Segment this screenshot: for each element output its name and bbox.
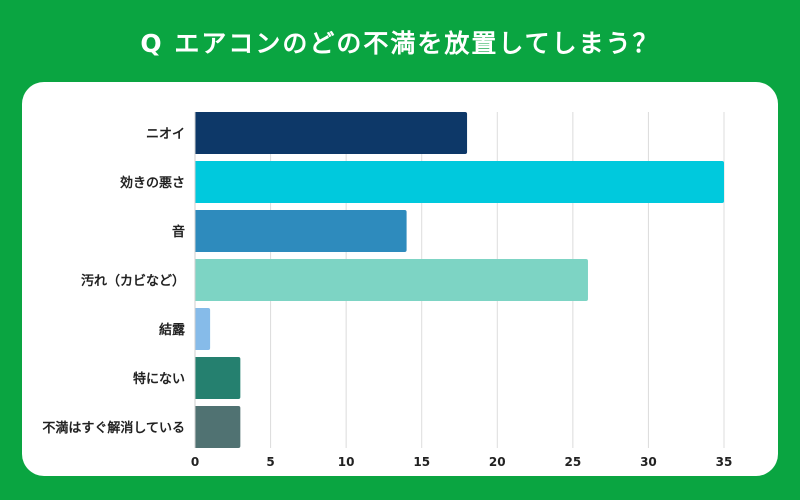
category-label: 汚れ（カビなど）: [81, 273, 185, 289]
page-title: Q エアコンのどの不満を放置してしまう？: [140, 29, 660, 58]
x-tick-label: 10: [338, 455, 355, 469]
bar: [195, 210, 407, 252]
bar: [195, 259, 588, 301]
category-label: 効きの悪さ: [120, 175, 185, 191]
x-tick-label: 0: [191, 455, 199, 469]
x-tick-label: 25: [565, 455, 582, 469]
bar: [195, 357, 241, 399]
category-label: 音: [172, 224, 185, 240]
x-tick-label: 35: [716, 455, 733, 469]
category-label: 不満はすぐ解消している: [42, 420, 185, 436]
x-tick-label: 5: [266, 455, 274, 469]
bar: [195, 406, 241, 448]
category-label: ニオイ: [146, 127, 185, 142]
category-label: 特にない: [133, 371, 185, 387]
bar: [195, 308, 211, 350]
bar: [195, 112, 468, 154]
x-tick-label: 30: [640, 455, 657, 469]
category-label: 結露: [159, 322, 186, 338]
x-tick-label: 20: [489, 455, 506, 469]
bar: [195, 161, 724, 203]
x-tick-label: 15: [413, 455, 430, 469]
